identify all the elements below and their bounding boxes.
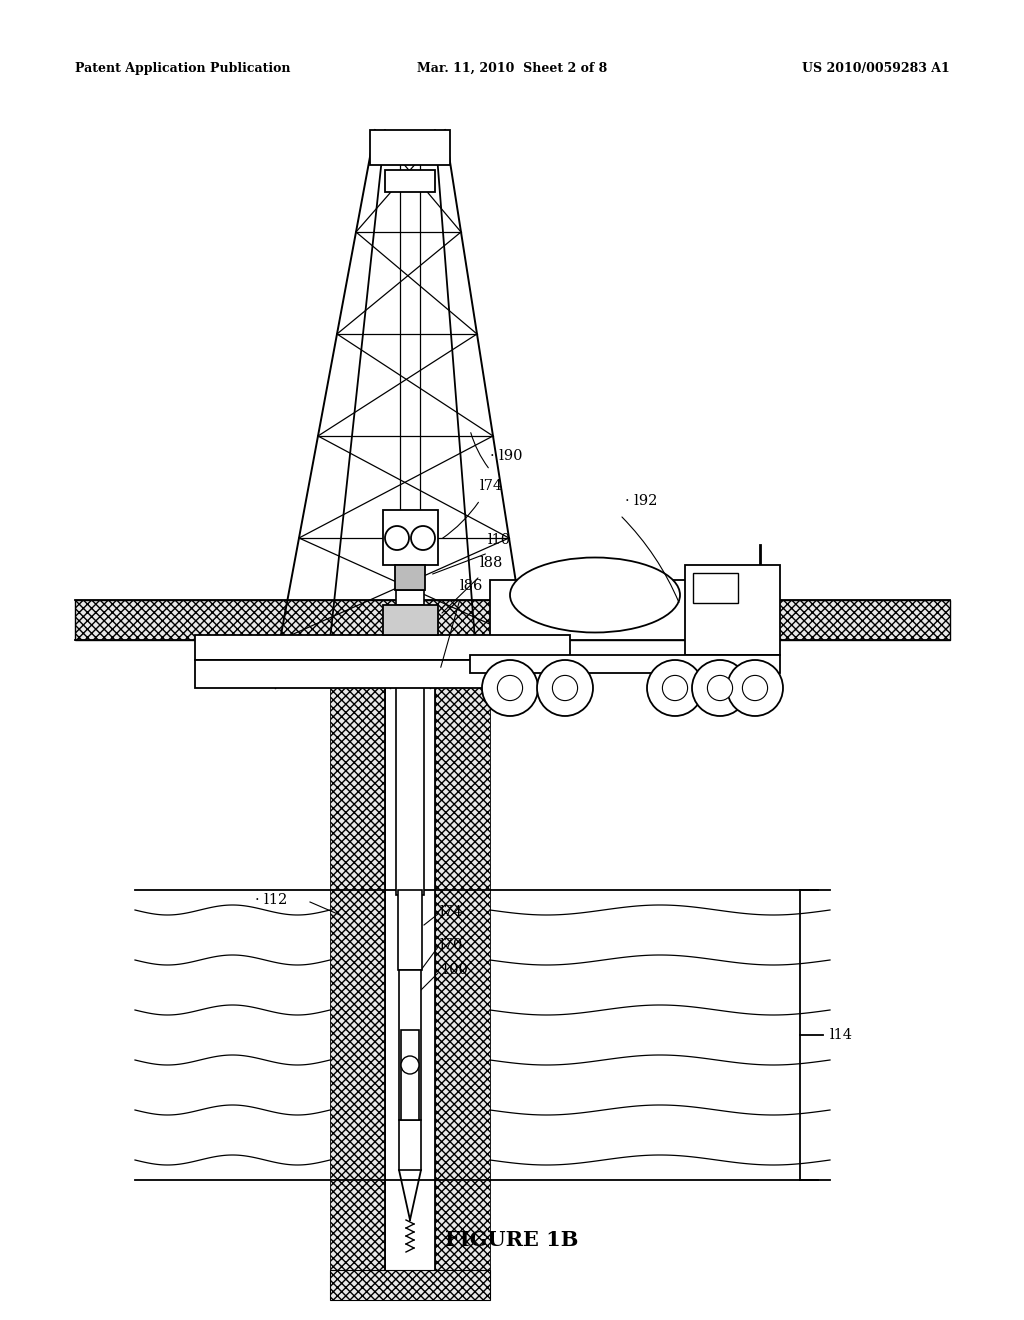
Bar (685, 565, 780, 655)
Bar (470, 655, 780, 673)
Circle shape (647, 660, 703, 715)
Bar (330, 640, 385, 1270)
Text: l74: l74 (480, 479, 503, 492)
Circle shape (692, 660, 748, 715)
Circle shape (401, 1056, 419, 1074)
Text: Patent Application Publication: Patent Application Publication (75, 62, 291, 75)
Text: · l12: · l12 (255, 894, 288, 907)
Bar (195, 660, 570, 688)
Text: l14: l14 (830, 1028, 853, 1041)
Bar (490, 579, 710, 640)
Circle shape (498, 676, 522, 701)
Text: l70: l70 (440, 939, 463, 952)
Bar (435, 640, 490, 1270)
Bar (396, 640, 424, 895)
Circle shape (708, 676, 732, 701)
Ellipse shape (510, 557, 680, 632)
Circle shape (537, 660, 593, 715)
Bar (399, 1119, 421, 1170)
Bar (383, 510, 438, 565)
Bar (195, 635, 570, 660)
Circle shape (482, 660, 538, 715)
Text: · l92: · l92 (625, 494, 657, 508)
Bar (75, 601, 950, 640)
Bar (401, 1030, 419, 1119)
Text: US 2010/0059283 A1: US 2010/0059283 A1 (802, 62, 950, 75)
Circle shape (552, 676, 578, 701)
Bar (396, 590, 424, 605)
Text: l74: l74 (440, 906, 463, 919)
Bar (383, 605, 438, 635)
Text: 100: 100 (440, 964, 468, 977)
Bar (370, 129, 450, 165)
Bar (398, 890, 422, 970)
Text: l10: l10 (488, 533, 511, 546)
Circle shape (663, 676, 687, 701)
Text: l86: l86 (460, 579, 483, 593)
Bar (693, 573, 738, 603)
Circle shape (727, 660, 783, 715)
Text: FIGURE 1B: FIGURE 1B (445, 1230, 579, 1250)
Bar (385, 170, 435, 191)
Bar (399, 970, 421, 1119)
Bar (395, 565, 425, 590)
Circle shape (742, 676, 768, 701)
Circle shape (385, 525, 409, 550)
Bar (330, 1270, 490, 1300)
Text: l88: l88 (480, 556, 504, 570)
Circle shape (411, 525, 435, 550)
Text: Mar. 11, 2010  Sheet 2 of 8: Mar. 11, 2010 Sheet 2 of 8 (417, 62, 607, 75)
Text: · l90: · l90 (490, 449, 522, 463)
